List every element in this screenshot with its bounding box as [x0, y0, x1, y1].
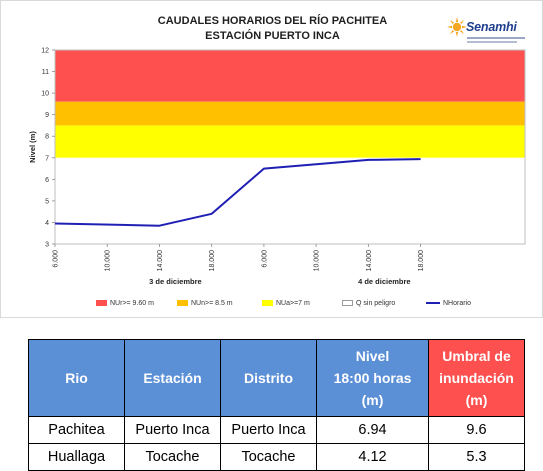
x-tick-label: 14.000: [366, 250, 373, 272]
y-tick-label: 7: [45, 155, 49, 162]
legend-item: NUn>= 8.5 m: [177, 297, 233, 309]
logo-subtext-line: [467, 37, 525, 39]
table-header-text: Distrito: [244, 370, 293, 386]
table-row: Huallaga Tocache Tocache 4.12 5.3: [28, 443, 525, 471]
x-day-label: 4 de diciembre: [358, 277, 411, 286]
x-tick-label: 6.000: [53, 250, 60, 268]
y-tick-label: 12: [41, 48, 49, 55]
table-cell: 6.94: [316, 416, 429, 444]
table-header-cell: Rio: [28, 339, 125, 417]
table-cell: 9.6: [428, 416, 525, 444]
y-tick-label: 9: [45, 112, 49, 119]
level-chart: 3 4 5 6 7 8 9 10 11 12 Nivel (m) 6.000 10.000 14.000 1…: [28, 48, 526, 286]
threshold-band-1: [55, 101, 525, 126]
table-header-cell: Umbral de inundación (m): [428, 339, 525, 417]
legend-label: NUa>=7 m: [276, 299, 310, 307]
table-cell: Tocache: [220, 443, 317, 471]
threshold-band-2: [55, 125, 525, 158]
legend-swatch: [262, 300, 273, 306]
table-header-cell: Estación: [124, 339, 221, 417]
chart-title-line1: CAUDALES HORARIOS DEL RÍO PACHITEA: [157, 15, 388, 27]
x-tick-label: 18.000: [209, 250, 216, 272]
legend-item: NUr>= 9.60 m: [96, 297, 154, 309]
table-cell: Pachitea: [28, 416, 125, 444]
table-header-row: Rio Estación Distrito Nivel 18:00 horas (m) Um…: [28, 339, 525, 417]
y-axis-label: Nivel (m): [28, 131, 37, 163]
table-header-text: 18:00 horas: [333, 370, 412, 386]
legend-swatch: [177, 300, 188, 306]
legend-label: NUr>= 9.60 m: [110, 299, 154, 307]
table-header-text: Rio: [65, 370, 88, 386]
legend-item: NHorario: [426, 297, 471, 309]
table-header-cell: Nivel 18:00 horas (m): [316, 339, 429, 417]
x-tick-label: 10.000: [314, 250, 321, 272]
logo-subtext-line: [467, 41, 517, 43]
legend-label: NHorario: [443, 299, 472, 307]
y-tick-label: 8: [45, 134, 49, 141]
y-tick-label: 6: [45, 177, 49, 184]
legend-item: NUa>=7 m: [262, 297, 310, 309]
summary-table: Rio Estación Distrito Nivel 18:00 horas (m) Um…: [28, 339, 525, 471]
x-tick-label: 14.000: [157, 250, 164, 272]
chart-title-line2: ESTACIÓN PUERTO INCA: [205, 30, 340, 42]
table-cell: Puerto Inca: [220, 416, 317, 444]
threshold-band-0: [55, 50, 525, 102]
y-tick-label: 4: [45, 220, 49, 227]
logo-text: Senamhi: [466, 20, 517, 34]
table-header-text: inundación: [439, 370, 514, 386]
table-cell: Tocache: [124, 443, 221, 471]
table-header-cell: Distrito: [220, 339, 317, 417]
table-header-text: (m): [465, 392, 488, 408]
senamhi-logo: Senamhi: [447, 15, 537, 49]
table-header-text: Umbral de: [442, 348, 511, 364]
x-tick-label: 18.000: [418, 250, 425, 272]
x-tick-label: 6.000: [261, 250, 268, 268]
y-tick-label: 5: [45, 198, 49, 205]
series-line-nhorario: [54, 158, 421, 227]
table-header-text: Estación: [143, 370, 202, 386]
table-cell: 4.12: [316, 443, 429, 471]
table-row: Pachitea Puerto Inca Puerto Inca 6.94 9.6: [28, 416, 525, 444]
legend-swatch: [426, 302, 440, 304]
sun-icon: [447, 17, 467, 37]
plot-frame: [54, 49, 526, 245]
legend-swatch: [342, 300, 353, 306]
legend-label: NUn>= 8.5 m: [191, 299, 233, 307]
y-tick-label: 11: [42, 69, 49, 76]
table-header-text: Nivel: [355, 348, 390, 364]
table-header-text: (m): [361, 392, 384, 408]
x-day-label: 3 de diciembre: [149, 277, 202, 286]
x-tick-label: 10.000: [105, 250, 112, 272]
table-cell: Huallaga: [28, 443, 125, 471]
legend-item: Q sin peligro: [342, 297, 395, 309]
table-body: Pachitea Puerto Inca Puerto Inca 6.94 9.6 Hua…: [28, 416, 525, 471]
y-tick-label: 10: [41, 91, 49, 98]
chart-panel: CAUDALES HORARIOS DEL RÍO PACHITEA ESTAC…: [0, 0, 543, 318]
table-cell: 5.3: [428, 443, 525, 471]
table-cell: Puerto Inca: [124, 416, 221, 444]
legend-label: Q sin peligro: [356, 299, 396, 307]
y-tick-label: 3: [45, 242, 49, 249]
legend-swatch: [96, 300, 107, 306]
threshold-band-3: [55, 157, 525, 244]
